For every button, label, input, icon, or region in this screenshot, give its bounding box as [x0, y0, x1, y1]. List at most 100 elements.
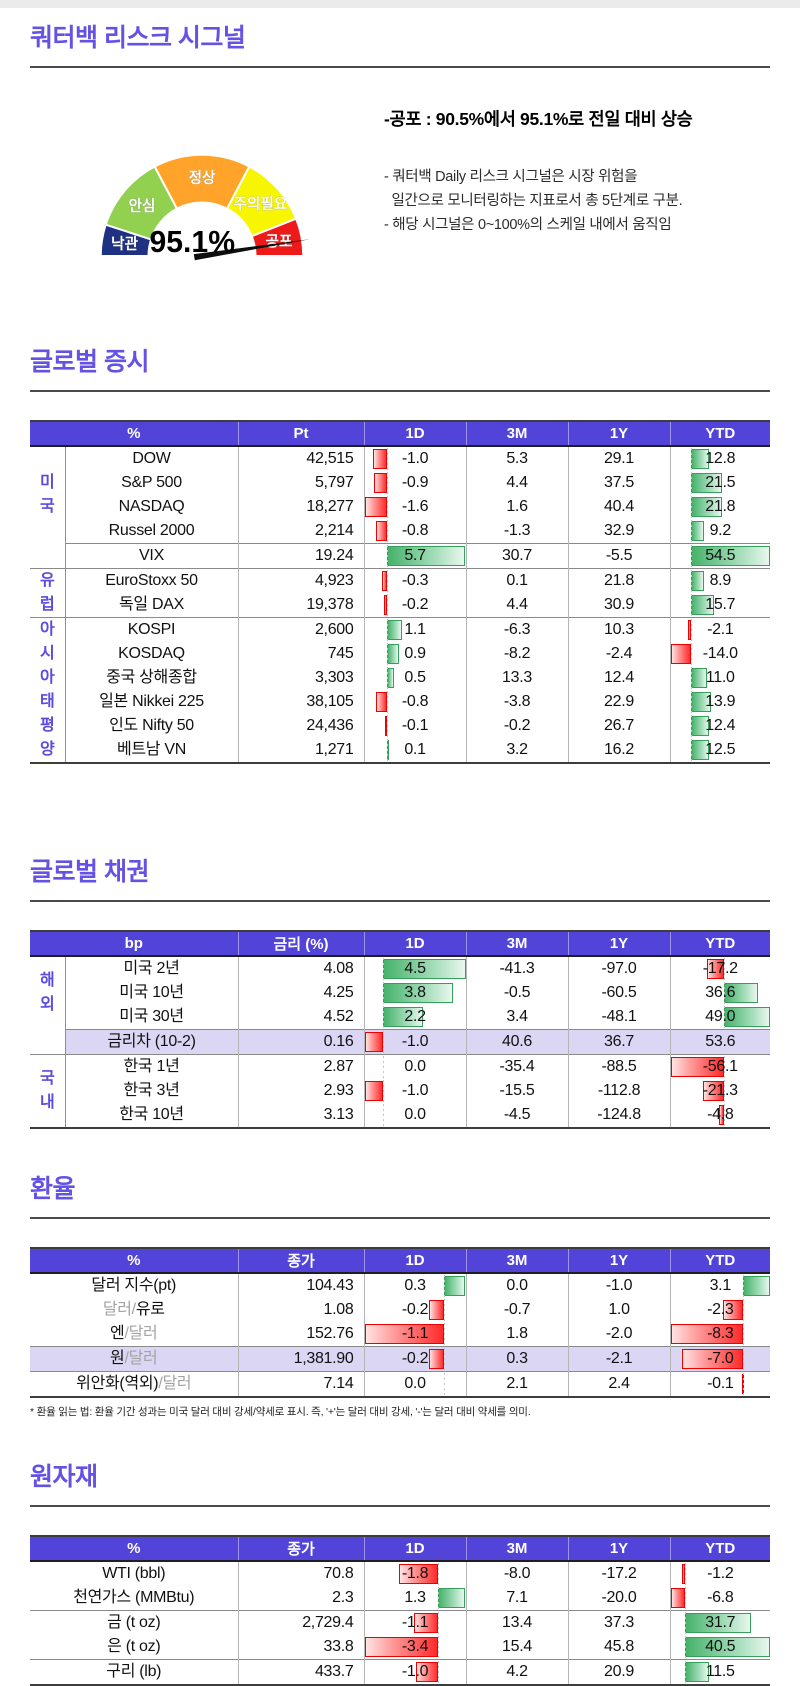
change-value: -1.8: [401, 1565, 429, 1582]
column-header-1D: 1D: [364, 1248, 467, 1274]
instrument-name: 달러/유로: [30, 1298, 239, 1322]
bar-axis: [690, 619, 692, 641]
change-value: 7.1: [506, 1589, 528, 1606]
change-value: 12.4: [705, 717, 736, 734]
change-value: -8.3: [707, 1325, 734, 1342]
change-value: -0.2: [401, 1350, 429, 1367]
change-value: 1.3: [404, 1589, 426, 1606]
change-cell-1d: -0.8: [364, 519, 467, 544]
change-cell-ytd: -2.1: [670, 617, 770, 642]
change-value: 0.0: [404, 1106, 426, 1123]
change-cell-ytd: 15.7: [670, 593, 770, 618]
change-value: -48.1: [601, 1008, 637, 1025]
change-cell-1y: -5.5: [568, 543, 671, 569]
change-value: 4.4: [506, 474, 528, 491]
bar-axis: [382, 1006, 384, 1028]
bar-axis: [742, 1373, 744, 1395]
name-segment: 위안화(역외): [76, 1375, 159, 1392]
change-value: -2.0: [605, 1325, 633, 1342]
change-value: -17.2: [601, 1565, 637, 1582]
bar-axis: [723, 1104, 725, 1126]
table-row: 독일 DAX 19,378 -0.2 4.4 30.9 15.7: [30, 593, 770, 618]
close-value: 4.08: [238, 956, 365, 981]
change-value: 37.5: [604, 474, 634, 491]
column-header-3M: 3M: [466, 1536, 569, 1562]
change-cell-3m: 4.2: [466, 1659, 569, 1685]
change-cell-3m: 7.1: [466, 1586, 569, 1611]
change-value: -1.0: [401, 1033, 429, 1050]
change-value: 0.1: [506, 572, 528, 589]
change-value: 20.9: [604, 1663, 634, 1680]
change-cell-3m: -8.0: [466, 1561, 569, 1586]
bar-axis: [684, 1636, 686, 1658]
change-cell-3m: 5.3: [466, 446, 569, 471]
change-cell-1y: 2.4: [568, 1371, 671, 1397]
gauge-segment-label-0: 낙관: [111, 236, 138, 253]
instrument-name: KOSDAQ: [65, 642, 239, 666]
instrument-name: 천연가스 (MMBtu): [30, 1586, 239, 1611]
name-segment: 달러 지수(pt): [91, 1277, 177, 1294]
change-value: -3.4: [401, 1638, 429, 1655]
data-bar: [386, 546, 466, 566]
table-row: 금리차 (10-2) 0.16 -1.0 40.6 36.7 53.6: [30, 1029, 771, 1055]
change-cell-ytd: 53.6: [670, 1029, 771, 1055]
change-cell-1y: 26.7: [568, 714, 671, 738]
change-cell-3m: -8.2: [466, 642, 569, 666]
close-value: 5,797: [238, 471, 365, 495]
section-global-bonds: 글로벌 채권 bp 금리 (%) 1D 3M 1Y YTD 해 외 미국 2년 4.08 4.5 -41…: [30, 856, 771, 1129]
change-value: 13.4: [502, 1614, 532, 1631]
table-row: 구리 (lb) 433.7 -1.0 4.2 20.9 11.5: [30, 1659, 770, 1685]
change-cell-3m: -15.5: [466, 1079, 569, 1103]
change-value: -4.5: [503, 1106, 531, 1123]
change-value: 16.2: [604, 741, 634, 758]
change-value: -0.5: [503, 984, 531, 1001]
close-value: 33.8: [238, 1635, 365, 1660]
section-global-equities: 글로벌 증시% Pt 1D 3M 1Y YTD 미 국 DOW 42,515 -1.0 5.3 29.1…: [30, 346, 770, 764]
data-bar: [670, 644, 691, 664]
change-value: 36.7: [604, 1033, 634, 1050]
change-cell-ytd: -6.8: [670, 1586, 770, 1611]
change-cell-1d: 0.0: [364, 1371, 467, 1397]
change-cell-1y: 12.4: [568, 666, 671, 690]
change-cell-1y: 10.3: [568, 617, 671, 642]
change-cell-3m: 13.3: [466, 666, 569, 690]
instrument-name: 은 (t oz): [30, 1635, 239, 1660]
change-value: 36.6: [705, 984, 736, 1001]
change-cell-3m: 30.7: [466, 543, 569, 569]
change-value: -0.1: [707, 1375, 734, 1392]
name-segment: /달러: [124, 1325, 158, 1342]
data-bar: [719, 1105, 724, 1125]
name-segment: 달러/: [102, 1301, 136, 1318]
data-bar: [670, 1588, 685, 1608]
bar-axis: [443, 1323, 445, 1345]
close-value: 19.24: [238, 543, 365, 569]
change-value: 13.9: [705, 693, 736, 710]
change-cell-ytd: 13.9: [670, 690, 770, 714]
change-cell-3m: 1.8: [466, 1322, 569, 1347]
change-cell-1d: -0.3: [364, 568, 467, 593]
change-cell-1y: 22.9: [568, 690, 671, 714]
close-value: 19,378: [238, 593, 365, 618]
column-header-종가: 종가: [238, 1248, 365, 1274]
change-value: -1.2: [707, 1565, 734, 1582]
bar-axis: [386, 448, 388, 470]
column-header-%: %: [30, 421, 239, 447]
change-cell-1y: 16.2: [568, 738, 671, 763]
table-row: 미국 10년 4.25 3.8 -0.5 -60.5 36.6: [30, 981, 770, 1005]
section-title-commodities: 원자재: [30, 1463, 98, 1491]
change-value: 11.0: [705, 669, 735, 686]
change-value: -56.1: [702, 1058, 738, 1075]
change-value: 1.1: [404, 621, 426, 638]
change-cell-3m: 0.0: [466, 1273, 569, 1298]
change-value: 3.2: [506, 741, 528, 758]
bar-axis: [723, 982, 725, 1004]
change-value: 5.3: [506, 450, 528, 467]
change-value: 10.3: [604, 621, 634, 638]
bar-axis: [443, 1275, 445, 1297]
change-cell-1y: 30.9: [568, 593, 671, 618]
instrument-name: 미국 2년: [65, 956, 239, 981]
table-row: Russel 2000 2,214 -0.8 -1.3 32.9 9.2: [30, 519, 770, 544]
data-bar: [690, 571, 704, 591]
change-value: -60.5: [601, 984, 637, 1001]
